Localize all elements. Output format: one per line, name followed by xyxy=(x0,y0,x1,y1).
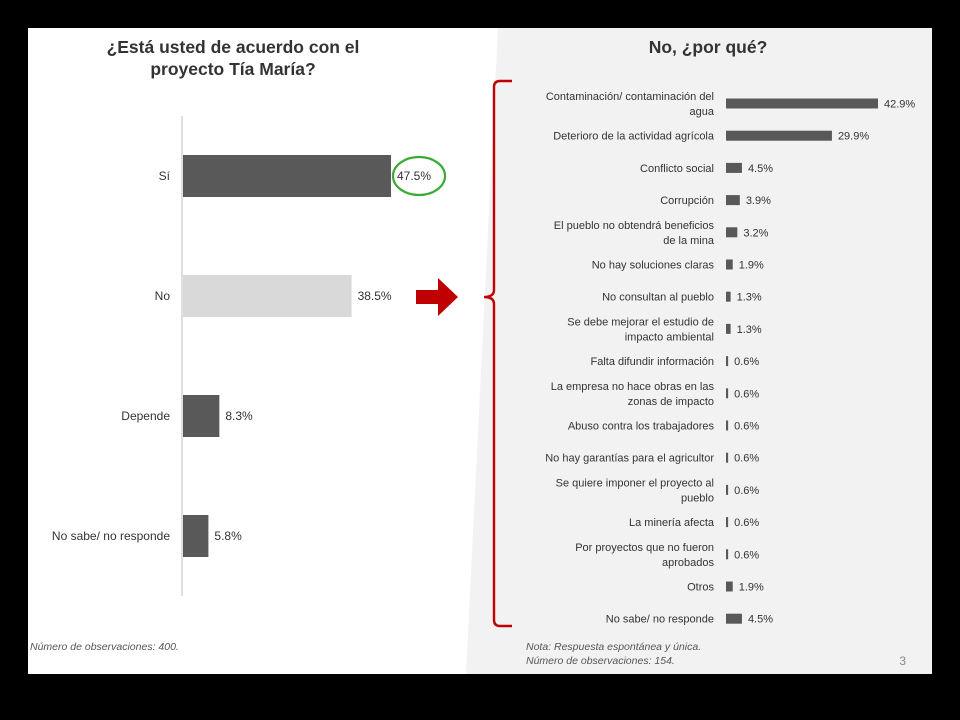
reason-label: El pueblo no obtendrá beneficios de la mi… xyxy=(554,220,715,247)
reason-bar-falta-difundir-informacion xyxy=(726,356,729,367)
reason-bar-corrupcion xyxy=(726,195,740,206)
right-note-line-2: Número de observaciones: 154. xyxy=(526,655,675,667)
reason-bar-abuso-contra-los-trabajadores xyxy=(726,420,729,431)
value-label: 0.6% xyxy=(734,549,759,561)
reason-label: La empresa no hace obras en las zonas de … xyxy=(551,381,715,408)
reason-bar-la-mineria-afecta xyxy=(726,517,729,528)
highlight-circle xyxy=(391,155,447,197)
left-observations-note: Número de observaciones: 400. xyxy=(30,641,179,653)
reason-bar-no-consultan-al-pueblo xyxy=(726,291,731,302)
value-label: 1.3% xyxy=(737,292,762,304)
reason-label: Abuso contra los trabajadores xyxy=(568,421,715,433)
value-label: 0.6% xyxy=(734,517,759,529)
category-label: No xyxy=(155,289,171,303)
value-label: 47.5% xyxy=(397,169,431,183)
value-label: 4.5% xyxy=(748,614,773,626)
reason-bar-contaminacion-contaminacion-del-agua xyxy=(726,98,878,109)
reason-label: No sabe/ no responde xyxy=(606,614,714,626)
right-chart-title: No, ¿por qué? xyxy=(648,37,768,57)
reason-bar-conflicto-social xyxy=(726,162,742,173)
reason-label: Contaminación/ contaminación del agua xyxy=(546,91,715,118)
reason-bar-la-empresa-no-hace-obras-en-las-zonas-de-impacto xyxy=(726,388,729,399)
value-label: 0.6% xyxy=(734,421,759,433)
reason-bar-por-proyectos-que-no-fueron-aprobados xyxy=(726,549,729,560)
reason-label: Deterioro de la actividad agrícola xyxy=(553,131,715,143)
bar-depende xyxy=(183,395,220,437)
reasons-chart: 42.9% Contaminación/ contaminación del agu… xyxy=(545,91,915,626)
slide: Sí 47.5% No 38.5% Depende 8.3% No sabe/ no res… xyxy=(28,28,932,674)
charts-canvas: Sí 47.5% No 38.5% Depende 8.3% No sabe/ no res… xyxy=(52,28,932,674)
reason-label: Otros xyxy=(687,582,714,594)
right-note-line-1: Nota: Respuesta espontánea y única. xyxy=(526,641,702,653)
value-label: 0.6% xyxy=(734,485,759,497)
reason-bar-otros xyxy=(726,581,733,592)
reason-bar-el-pueblo-no-obtendra-beneficios-de-la-mina xyxy=(726,227,738,238)
agreement-chart: Sí 47.5% No 38.5% Depende 8.3% No sabe/ no res… xyxy=(52,116,447,596)
reason-label: Se debe mejorar el estudio de impacto amb… xyxy=(567,316,714,343)
value-label: 3.2% xyxy=(743,227,768,239)
reason-label: Conflicto social xyxy=(640,163,714,175)
bar-no-sabe-no-responde xyxy=(183,515,209,557)
value-label: 1.3% xyxy=(737,324,762,336)
reason-label: La minería afecta xyxy=(629,517,715,529)
reason-label: Corrupción xyxy=(660,195,714,207)
reason-bar-no-hay-garantias-para-el-agricultor xyxy=(726,452,729,463)
value-label: 1.9% xyxy=(739,260,764,272)
value-label: 4.5% xyxy=(748,163,773,175)
value-label: 29.9% xyxy=(838,131,869,143)
category-label: Depende xyxy=(121,409,170,423)
red-bracket xyxy=(483,79,512,628)
value-label: 8.3% xyxy=(225,409,253,423)
reason-bar-se-quiere-imponer-el-proyecto-al-pueblo xyxy=(726,484,729,495)
value-label: 0.6% xyxy=(734,453,759,465)
reason-bar-no-sabe-no-responde xyxy=(726,613,742,624)
value-label: 42.9% xyxy=(884,99,915,111)
reason-label: Por proyectos que no fueron aprobados xyxy=(575,542,714,569)
value-label: 5.8% xyxy=(214,529,242,543)
reason-bar-se-debe-mejorar-el-estudio-de-impacto-ambiental xyxy=(726,323,731,334)
right-panel-background xyxy=(466,28,932,674)
reason-bar-deterioro-de-la-actividad-agricola xyxy=(726,130,832,141)
bar-no xyxy=(183,275,352,317)
category-label: Sí xyxy=(159,169,171,183)
reason-label: No hay garantías para el agricultor xyxy=(545,453,714,465)
value-label: 0.6% xyxy=(734,356,759,368)
left-chart-title: ¿Está usted de acuerdo con el proyecto T… xyxy=(106,37,360,79)
category-label: No sabe/ no responde xyxy=(52,529,170,543)
reason-label: Se quiere imponer el proyecto al pueblo xyxy=(556,477,714,504)
value-label: 0.6% xyxy=(734,388,759,400)
value-label: 3.9% xyxy=(746,195,771,207)
page-number: 3 xyxy=(899,654,906,668)
value-label: 1.9% xyxy=(739,582,764,594)
red-arrow xyxy=(416,278,458,316)
reason-label: No consultan al pueblo xyxy=(602,292,714,304)
reason-bar-no-hay-soluciones-claras xyxy=(726,259,733,270)
reason-label: Falta difundir información xyxy=(590,356,714,368)
reason-label: No hay soluciones claras xyxy=(592,260,715,272)
value-label: 38.5% xyxy=(358,289,392,303)
bar-si xyxy=(183,155,391,197)
